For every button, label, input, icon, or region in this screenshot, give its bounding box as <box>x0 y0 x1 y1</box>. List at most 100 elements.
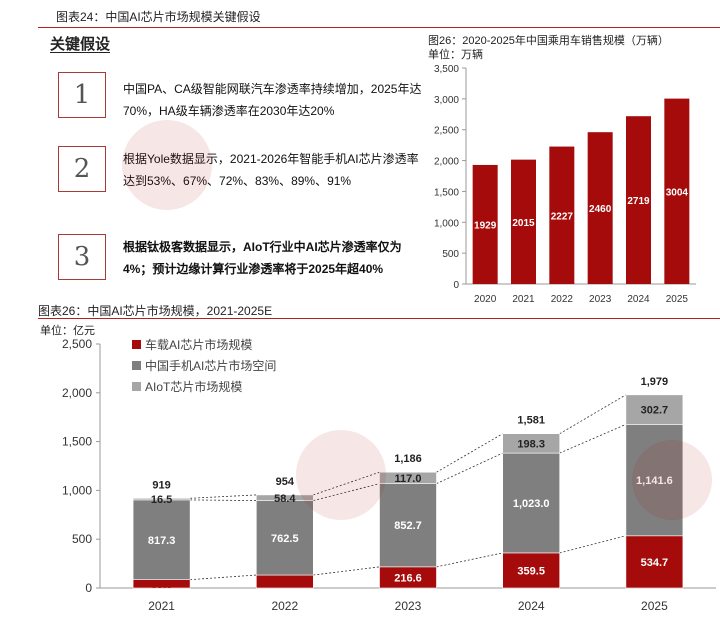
ai-segment-value-label: 117.0 <box>395 473 422 485</box>
ai-chip-title-rule <box>38 318 720 319</box>
ai-connector-line <box>436 552 503 568</box>
ai-bar-segment-aiot <box>625 394 684 425</box>
car-bar-value-label: 2227 <box>551 211 574 222</box>
ai-bar-segment-car <box>502 552 561 589</box>
ai-legend-swatch <box>132 382 141 391</box>
ai-y-tick-label: 1,500 <box>62 435 92 449</box>
ai-connector-line <box>190 574 257 581</box>
ai-segment-value-label: 85.3 <box>151 579 172 591</box>
ai-bar-segment-aiot <box>502 433 561 454</box>
car-x-tick-label: 2023 <box>589 294 612 305</box>
car-sales-bar <box>626 116 651 284</box>
ai-connector-line <box>559 394 627 435</box>
car-sales-bar <box>549 146 575 284</box>
ai-total-label: 1,979 <box>641 376 669 388</box>
car-y-tick-label: 1,000 <box>434 218 459 229</box>
ai-segment-value-label: 58.4 <box>274 493 296 505</box>
car-y-tick-label: 500 <box>442 249 459 260</box>
ai-segment-value-label: 534.7 <box>641 557 669 569</box>
ai-y-tick-label: 2,500 <box>62 337 92 351</box>
car-x-tick-label: 2024 <box>627 294 650 305</box>
ai-chip-chart-title: 图表26：中国AI芯片市场规模，2021-2025E <box>38 304 273 318</box>
ai-segment-value-label: 16.5 <box>151 494 172 506</box>
ai-x-tick-label: 2025 <box>641 599 668 613</box>
car-y-tick-label: 1,500 <box>434 187 459 198</box>
figure24-title-rule <box>38 27 720 28</box>
ai-segment-value-label: 1,141.6 <box>636 475 673 487</box>
car-bar-value-label: 2719 <box>627 196 650 207</box>
ai-x-tick-label: 2023 <box>395 599 422 613</box>
ai-y-tick-label: 500 <box>72 532 92 546</box>
ai-bar-segment-phone <box>379 483 437 568</box>
car-x-tick-label: 2022 <box>551 294 574 305</box>
car-y-tick-label: 0 <box>453 280 459 291</box>
assumption-text-1: 中国PA、CA级智能网联汽车渗透率持续增加，2025年达70%，HA级车辆渗透率… <box>123 82 422 118</box>
car-sales-bar <box>511 159 536 284</box>
ai-chip-unit-label: 单位：亿元 <box>40 325 95 337</box>
car-sales-chart-title: 图26：2020-2025年中国乘用车销售规模（万辆） <box>428 35 669 47</box>
ai-total-label: 919 <box>152 479 170 491</box>
assumptions-heading: 关键假设 <box>50 36 111 53</box>
ai-chip-stacked-chart: 0 500 1,000 1,500 2,000 2,500 85.3 817.3 16.5 91… <box>62 337 716 613</box>
ai-legend-label: AIoT芯片市场规模 <box>145 379 242 394</box>
ai-segment-value-label: 132.9 <box>271 577 299 589</box>
ai-bar-segment-aiot <box>379 471 437 484</box>
car-x-tick-label: 2020 <box>474 294 497 305</box>
ai-legend-swatch <box>132 361 141 370</box>
ai-segment-value-label: 817.3 <box>148 535 176 547</box>
ai-total-label: 1,186 <box>394 453 422 465</box>
assumption-text-2: 根据Yole数据显示，2021-2026年智能手机AI芯片渗透率达到53%、67… <box>123 152 419 188</box>
ai-bar-segment-phone <box>132 499 191 580</box>
ai-connector-line <box>436 452 503 484</box>
ai-bar-segment-phone <box>256 500 314 576</box>
watermark-logo <box>122 120 212 210</box>
car-sales-chart: 0 500 1,000 1,500 2,000 2,500 3,000 3,500 2020 1… <box>434 64 696 305</box>
car-bar-value-label: 1929 <box>474 220 497 231</box>
car-y-tick-label: 2,000 <box>434 157 459 168</box>
car-x-tick-label: 2021 <box>512 294 535 305</box>
ai-bar-segment-phone <box>625 424 684 537</box>
car-x-tick-label: 2025 <box>666 294 689 305</box>
ai-total-label: 954 <box>276 476 295 488</box>
ai-segment-value-label: 302.7 <box>641 405 669 417</box>
ai-connector-line <box>313 483 380 501</box>
ai-segment-value-label: 359.5 <box>517 565 545 577</box>
watermark-logo <box>632 440 712 520</box>
ai-legend-label: 中国手机AI芯片市场空间 <box>145 358 276 373</box>
ai-segment-value-label: 762.5 <box>271 533 299 545</box>
car-bar-value-label: 2460 <box>589 204 612 215</box>
assumption-text-3: 根据钛极客数据显示，AIoT行业中AI芯片渗透率仅为4%；预计边缘计算行业渗透率… <box>123 240 402 276</box>
ai-x-tick-label: 2022 <box>271 599 298 613</box>
car-sales-unit-label: 单位：万辆 <box>428 49 483 61</box>
ai-bar-segment-aiot <box>256 494 314 501</box>
ai-connector-line <box>559 424 627 454</box>
watermark-logo <box>296 430 386 520</box>
ai-legend-swatch <box>132 340 141 349</box>
ai-y-tick-label: 1,000 <box>62 483 92 497</box>
car-y-tick-label: 2,500 <box>434 126 459 137</box>
car-bar-value-label: 2015 <box>512 218 535 229</box>
car-sales-bar <box>472 164 498 284</box>
assumption-number-box-1: 1 <box>58 72 106 118</box>
ai-bar-segment-car <box>625 535 684 589</box>
car-y-tick-label: 3,000 <box>434 95 459 106</box>
car-sales-bar <box>664 98 690 284</box>
ai-legend-label: 车载AI芯片市场规模 <box>145 337 252 352</box>
ai-bar-segment-phone <box>502 452 561 554</box>
ai-connector-line <box>313 566 380 576</box>
car-y-tick-label: 3,500 <box>434 64 459 75</box>
ai-segment-value-label: 852.7 <box>394 520 422 532</box>
ai-segment-value-label: 216.6 <box>394 572 422 584</box>
ai-y-tick-label: 2,000 <box>62 386 92 400</box>
ai-connector-line <box>559 535 627 554</box>
assumption-number-box-3: 3 <box>58 234 106 280</box>
figure24-title: 图表24：中国AI芯片市场规模关键假设 <box>56 10 261 24</box>
ai-segment-value-label: 198.3 <box>517 438 545 450</box>
ai-bar-segment-aiot <box>132 497 191 501</box>
ai-y-tick-label: 0 <box>85 581 92 595</box>
car-sales-bar <box>587 132 613 284</box>
ai-connector-line <box>190 499 257 502</box>
assumption-number-box-2: 2 <box>58 146 106 192</box>
car-bar-value-label: 3004 <box>666 187 689 198</box>
ai-connector-line <box>436 433 503 473</box>
